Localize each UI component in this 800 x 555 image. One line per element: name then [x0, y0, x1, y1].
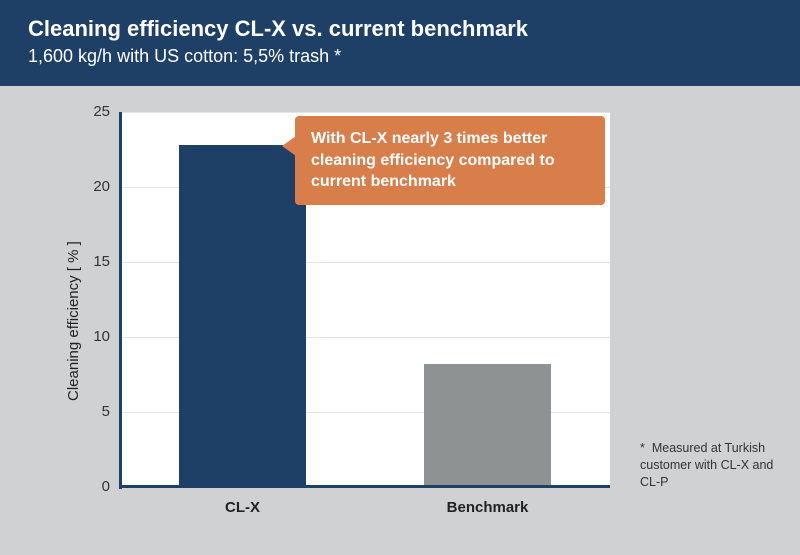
callout-text: With CL-X nearly 3 times better cleaning… — [311, 130, 555, 190]
x-axis-line — [120, 485, 610, 488]
y-tick-label: 15 — [80, 253, 110, 270]
x-category-label: CL-X — [120, 499, 365, 516]
y-tick-label: 25 — [80, 103, 110, 120]
y-axis-line — [119, 112, 122, 489]
x-category-label: Benchmark — [365, 499, 610, 516]
callout-box: With CL-X nearly 3 times better cleaning… — [295, 116, 605, 205]
bar — [179, 145, 306, 487]
figure-root: Cleaning efficiency CL-X vs. current ben… — [0, 0, 800, 555]
footnote: * Measured at Turkish customer with CL-X… — [640, 440, 785, 491]
y-tick-label: 5 — [80, 403, 110, 420]
grid-line — [120, 112, 610, 113]
page-subtitle: 1,600 kg/h with US cotton: 5,5% trash * — [28, 46, 772, 67]
footnote-marker: * — [640, 441, 645, 455]
callout-arrow-icon — [282, 136, 296, 156]
y-tick-label: 0 — [80, 478, 110, 495]
header-banner: Cleaning efficiency CL-X vs. current ben… — [0, 0, 800, 86]
footnote-text: Measured at Turkish customer with CL-X a… — [640, 441, 773, 489]
bar — [424, 364, 551, 487]
y-tick-label: 20 — [80, 178, 110, 195]
y-tick-label: 10 — [80, 328, 110, 345]
page-title: Cleaning efficiency CL-X vs. current ben… — [28, 16, 772, 42]
